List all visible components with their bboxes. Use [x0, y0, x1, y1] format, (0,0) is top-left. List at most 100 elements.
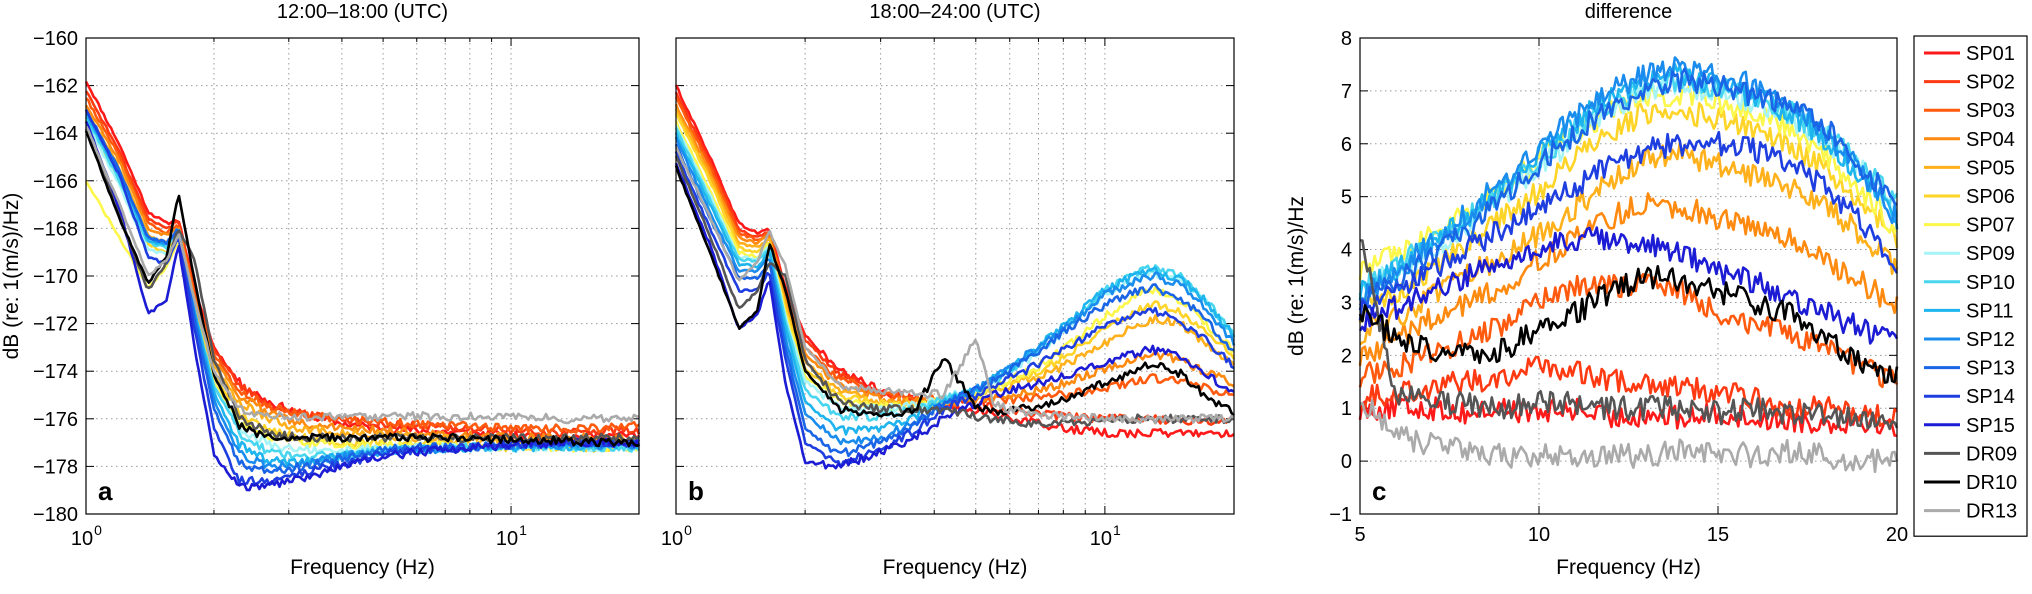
- legend-item: SP07: [1924, 215, 2015, 237]
- legend-item: SP09: [1924, 243, 2015, 265]
- x-tick-label-base: 10: [661, 528, 683, 550]
- series-line-sp15: [84, 120, 641, 492]
- panel-letter: a: [98, 476, 113, 506]
- axes-frame: [85, 37, 640, 515]
- y-tick-label: −166: [33, 171, 78, 193]
- y-tick-label: −174: [33, 361, 78, 383]
- y-tick-label: 1: [1341, 398, 1352, 420]
- legend-item: SP01: [1924, 43, 2015, 65]
- y-tick-label: −176: [33, 409, 78, 431]
- series-line-dr10: [84, 130, 640, 448]
- series-group: [1358, 56, 1899, 474]
- series-line-dr13: [674, 145, 1235, 425]
- legend-label: SP04: [1966, 129, 2015, 151]
- legend-label: SP14: [1966, 386, 2015, 408]
- y-tick-label: 2: [1341, 345, 1352, 367]
- legend-item: SP05: [1924, 157, 2015, 179]
- series-line-sp13: [1358, 67, 1898, 311]
- legend-label: SP05: [1966, 157, 2015, 179]
- legend-item: SP12: [1924, 329, 2015, 351]
- panel-a: 12:00–18:00 (UTC)a10 0 10 1−180−178−176−174…: [0, 1, 641, 579]
- x-tick-label: 10: [1528, 524, 1550, 546]
- legend-item: DR09: [1924, 443, 2017, 465]
- legend: SP01 SP02 SP03 SP04 SP05 SP06 SP07 SP09 SP10 SP11…: [1913, 35, 2028, 537]
- legend-item: SP15: [1924, 415, 2015, 437]
- x-tick-label: 10 1: [496, 522, 527, 550]
- legend-item: SP11: [1924, 300, 2013, 322]
- panel-letter: b: [688, 476, 704, 506]
- series-line-sp03: [85, 97, 640, 434]
- panel-title: 18:00–24:00 (UTC): [869, 1, 1040, 23]
- y-tick-label: −172: [33, 314, 78, 336]
- y-tick-label: −168: [33, 218, 78, 240]
- y-tick-label: 8: [1341, 28, 1352, 50]
- y-tick-label: −164: [33, 123, 78, 145]
- x-tick-label-base: 10: [71, 528, 93, 550]
- series-line-sp02: [1359, 355, 1898, 428]
- x-tick-label-exponent: 1: [519, 522, 527, 538]
- panel-title: 12:00–18:00 (UTC): [277, 1, 448, 23]
- series-line-sp04: [674, 103, 1235, 408]
- series-line-dr09: [1359, 239, 1899, 431]
- axes-frame: [1359, 37, 1898, 515]
- y-tick-label: −1: [1329, 504, 1352, 526]
- axes-frame: [675, 37, 1235, 515]
- x-tick-label: 10 0: [71, 522, 102, 550]
- x-tick-label: 10 0: [661, 522, 692, 550]
- legend-item: SP10: [1924, 272, 2015, 294]
- x-tick-label-exponent: 0: [684, 522, 692, 538]
- series-group: [84, 80, 641, 492]
- legend-label: DR09: [1966, 443, 2017, 465]
- y-tick-label: −180: [33, 504, 78, 526]
- x-axis-label: Frequency (Hz): [1556, 556, 1701, 579]
- legend-item: SP14: [1924, 386, 2015, 408]
- x-tick-label: 10 1: [1090, 522, 1121, 550]
- x-tick-label-base: 10: [496, 528, 518, 550]
- y-axis-label: dB (re: 1(m/s)/Hz: [1285, 196, 1308, 356]
- legend-label: SP10: [1966, 272, 2015, 294]
- legend-item: DR10: [1924, 472, 2017, 494]
- legend-label: SP11: [1966, 300, 2013, 322]
- legend-label: SP13: [1966, 358, 2015, 380]
- legend-item: SP03: [1924, 100, 2015, 122]
- legend-label: SP01: [1966, 43, 2015, 65]
- x-tick-label: 20: [1886, 524, 1908, 546]
- y-tick-label: 6: [1341, 134, 1352, 156]
- y-tick-label: 5: [1341, 187, 1352, 209]
- series-line-sp05: [1359, 141, 1899, 346]
- y-tick-label: −160: [33, 28, 78, 50]
- legend-label: SP07: [1966, 215, 2015, 237]
- y-tick-label: 3: [1341, 292, 1352, 314]
- x-tick-label: 5: [1354, 524, 1365, 546]
- legend-item: SP02: [1924, 72, 2015, 94]
- x-axis-label: Frequency (Hz): [883, 556, 1028, 579]
- x-axis-label: Frequency (Hz): [290, 556, 435, 579]
- legend-label: DR10: [1966, 472, 2017, 494]
- series-line-dr13: [84, 125, 640, 425]
- series-group: [674, 84, 1236, 470]
- series-line-dr10: [1358, 264, 1899, 384]
- legend-item: SP06: [1924, 186, 2015, 208]
- y-tick-label: −162: [33, 76, 78, 98]
- y-tick-label: 7: [1341, 81, 1352, 103]
- legend-label: SP03: [1966, 100, 2015, 122]
- series-line-sp15: [1358, 226, 1899, 345]
- x-tick-label-base: 10: [1090, 528, 1112, 550]
- panel-letter: c: [1372, 476, 1386, 506]
- series-line-dr09: [674, 155, 1235, 428]
- series-line-dr13: [1359, 399, 1899, 474]
- y-tick-label: 0: [1341, 451, 1352, 473]
- series-line-sp01: [1358, 395, 1898, 437]
- x-tick-label-exponent: 0: [94, 522, 102, 538]
- y-tick-label: 4: [1341, 240, 1352, 262]
- x-tick-label: 15: [1707, 524, 1729, 546]
- legend-item: SP13: [1924, 358, 2015, 380]
- series-line-sp14: [674, 150, 1235, 469]
- y-tick-label: −178: [33, 456, 78, 478]
- series-line-sp14: [1358, 130, 1899, 321]
- legend-label: DR13: [1966, 501, 2017, 523]
- series-line-sp04: [1358, 192, 1899, 366]
